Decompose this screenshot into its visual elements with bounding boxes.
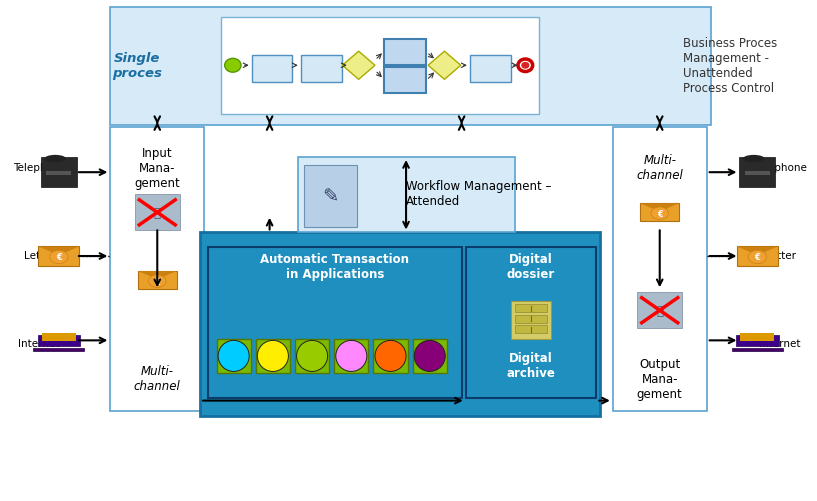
Text: Internet: Internet (19, 338, 60, 348)
Text: ⛰: ⛰ (656, 304, 663, 317)
Text: Multi-
channel: Multi- channel (636, 154, 683, 182)
Polygon shape (641, 204, 679, 212)
Text: Letter: Letter (24, 250, 55, 261)
Ellipse shape (218, 341, 249, 372)
Polygon shape (38, 247, 79, 256)
FancyBboxPatch shape (110, 8, 711, 125)
Ellipse shape (518, 60, 533, 72)
FancyBboxPatch shape (511, 302, 551, 340)
Text: €: € (754, 253, 761, 262)
FancyBboxPatch shape (42, 333, 76, 342)
Text: Digital
dossier: Digital dossier (507, 253, 556, 281)
FancyBboxPatch shape (135, 195, 180, 231)
FancyBboxPatch shape (516, 305, 547, 313)
Text: Digital
archive: Digital archive (507, 352, 556, 380)
Polygon shape (737, 247, 778, 256)
FancyBboxPatch shape (38, 335, 80, 346)
Text: Telephone: Telephone (13, 163, 65, 173)
FancyBboxPatch shape (217, 339, 251, 373)
Text: Letter: Letter (765, 250, 796, 261)
FancyBboxPatch shape (38, 247, 79, 266)
Text: Workflow Management –
Attended: Workflow Management – Attended (406, 180, 551, 208)
Text: €: € (657, 209, 663, 218)
Polygon shape (428, 52, 461, 80)
FancyBboxPatch shape (304, 165, 357, 228)
Text: Input
Mana-
gement: Input Mana- gement (135, 146, 180, 189)
Ellipse shape (414, 341, 445, 372)
FancyBboxPatch shape (295, 339, 329, 373)
FancyBboxPatch shape (745, 171, 770, 176)
Polygon shape (138, 272, 176, 280)
Ellipse shape (748, 251, 766, 264)
FancyBboxPatch shape (516, 315, 547, 323)
FancyBboxPatch shape (47, 171, 71, 176)
Ellipse shape (50, 251, 68, 264)
Text: ⛰: ⛰ (154, 206, 161, 219)
FancyBboxPatch shape (110, 128, 204, 411)
FancyBboxPatch shape (301, 56, 342, 83)
Ellipse shape (375, 341, 406, 372)
FancyBboxPatch shape (737, 247, 778, 266)
Text: Automatic Transaction
in Applications: Automatic Transaction in Applications (261, 253, 409, 281)
FancyBboxPatch shape (732, 348, 783, 351)
Ellipse shape (297, 341, 328, 372)
Text: Single
proces: Single proces (112, 52, 163, 80)
Text: ✎: ✎ (322, 187, 339, 206)
Ellipse shape (651, 207, 668, 220)
FancyBboxPatch shape (256, 339, 290, 373)
FancyBboxPatch shape (739, 158, 775, 188)
FancyBboxPatch shape (413, 339, 447, 373)
Ellipse shape (225, 59, 241, 73)
FancyBboxPatch shape (373, 339, 408, 373)
FancyBboxPatch shape (221, 18, 539, 115)
Text: Telephone: Telephone (754, 163, 806, 173)
Text: €: € (56, 253, 62, 262)
Polygon shape (342, 52, 375, 80)
Ellipse shape (149, 275, 166, 288)
FancyBboxPatch shape (298, 158, 515, 233)
Ellipse shape (521, 63, 529, 70)
Text: Output
Mana-
gement: Output Mana- gement (637, 357, 682, 400)
FancyBboxPatch shape (641, 204, 679, 222)
FancyBboxPatch shape (470, 56, 511, 83)
FancyBboxPatch shape (334, 339, 368, 373)
Ellipse shape (257, 341, 288, 372)
FancyBboxPatch shape (516, 326, 547, 334)
FancyBboxPatch shape (33, 348, 84, 351)
FancyBboxPatch shape (466, 248, 596, 398)
FancyBboxPatch shape (200, 233, 600, 416)
FancyBboxPatch shape (208, 248, 462, 398)
FancyBboxPatch shape (252, 56, 292, 83)
FancyBboxPatch shape (613, 128, 707, 411)
FancyBboxPatch shape (138, 272, 176, 290)
Text: Internet: Internet (760, 338, 801, 348)
Text: Business Proces
Management -
Unattended
Process Control: Business Proces Management - Unattended … (683, 37, 777, 95)
FancyBboxPatch shape (736, 335, 779, 346)
Text: Multi-
channel: Multi- channel (134, 364, 181, 392)
Text: €: € (154, 277, 160, 286)
FancyBboxPatch shape (637, 293, 682, 329)
Ellipse shape (743, 155, 765, 163)
FancyBboxPatch shape (384, 40, 426, 66)
FancyBboxPatch shape (384, 68, 426, 94)
FancyBboxPatch shape (41, 158, 77, 188)
Ellipse shape (44, 155, 66, 163)
Ellipse shape (336, 341, 367, 372)
FancyBboxPatch shape (740, 333, 775, 342)
